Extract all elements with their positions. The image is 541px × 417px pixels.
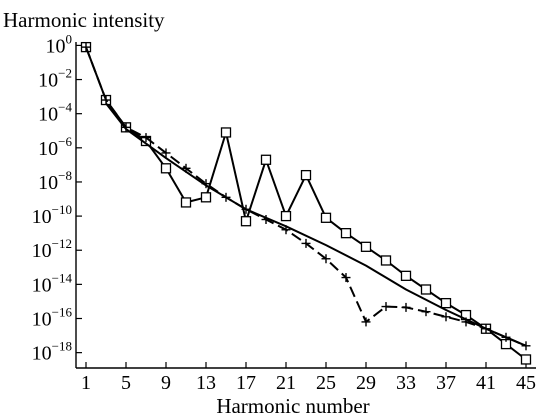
y-tick-label: 10−16 [32,305,73,331]
series-1-point [440,297,452,309]
series-3-line [105,102,527,347]
x-tick-label: 1 [81,372,91,394]
series-2-point [141,133,151,143]
series-1-point [200,192,212,203]
series-1-point [260,154,272,165]
series-1-point [160,163,172,174]
y-tick-label: 10−18 [32,339,72,365]
series-1-point [380,255,392,266]
x-tick-label: 29 [356,372,376,394]
y-tick-exponent: 0 [66,31,73,46]
series-2-point [101,95,111,105]
series-1-line [85,46,527,361]
series-2-line [85,46,527,347]
y-axis-ticks: 10010−210−410−610−810−1010−1210−1410−161… [32,31,82,365]
y-tick-base: 10 [32,240,52,262]
x-tick-label: 9 [161,372,171,394]
series-1-point [180,197,192,208]
series-2-point [401,302,411,312]
y-tick-base: 10 [32,309,52,331]
y-tick-label: 100 [46,31,73,57]
y-tick-exponent: −2 [58,66,72,81]
y-tick-base: 10 [32,343,52,365]
series-2-point [441,312,451,322]
y-tick-label: 10−4 [38,100,72,126]
x-axis-ticks: 1 5 9 13 17 21 25 29 33 37 41 45 [81,362,536,394]
series-1-point [400,270,412,281]
y-tick-label: 10−2 [38,66,72,92]
y-tick-base: 10 [38,104,58,126]
series-1-point [360,241,372,252]
x-tick-label: 41 [476,372,496,394]
series-2-point [341,273,351,283]
y-tick-exponent: −6 [58,134,72,149]
y-tick-exponent: −14 [52,270,73,285]
series-2-point [161,148,171,158]
y-tick-exponent: −8 [58,168,72,183]
series-2-point [81,42,91,52]
series-2-point [361,317,371,327]
y-tick-label: 10−6 [38,134,72,160]
y-tick-exponent: −12 [52,236,72,251]
x-tick-label: 13 [196,372,216,394]
y-tick-base: 10 [46,35,66,57]
series-1-point [340,228,352,239]
y-tick-exponent: −4 [58,100,72,115]
series-1-point [220,127,232,138]
y-tick-base: 10 [38,172,58,194]
y-tick-exponent: −18 [52,339,72,354]
y-tick-exponent: −10 [52,202,72,217]
series-2-point [421,307,431,317]
x-tick-label: 17 [236,372,256,394]
series-1-point [520,354,532,365]
x-tick-label: 5 [121,372,131,394]
series-2-point [121,122,131,132]
series-1-point [300,169,312,181]
series-2-point [381,302,391,312]
series-1-point [420,284,432,295]
series-2-point [321,254,331,264]
series-1-point [320,212,332,223]
x-tick-label: 33 [396,372,416,394]
y-tick-label: 10−12 [32,236,72,262]
x-tick-label: 45 [516,372,536,394]
x-tick-label: 25 [316,372,336,394]
series-layer [80,41,532,365]
y-tick-base: 10 [32,274,52,296]
series-1-point [280,210,292,222]
series-2-point [301,238,311,248]
y-tick-exponent: −16 [52,305,73,320]
y-tick-label: 10−10 [32,202,72,228]
y-tick-label: 10−14 [32,270,73,296]
x-tick-label: 21 [276,372,296,394]
y-tick-base: 10 [38,70,58,92]
x-tick-label: 37 [436,372,456,394]
y-tick-label: 10−8 [38,168,72,194]
series-1-point [240,216,252,227]
series-2-point [521,341,531,351]
y-tick-base: 10 [38,138,58,160]
y-tick-base: 10 [32,206,52,228]
x-axis-title: Harmonic number [216,394,369,417]
y-axis-title: Harmonic intensity [3,8,165,32]
